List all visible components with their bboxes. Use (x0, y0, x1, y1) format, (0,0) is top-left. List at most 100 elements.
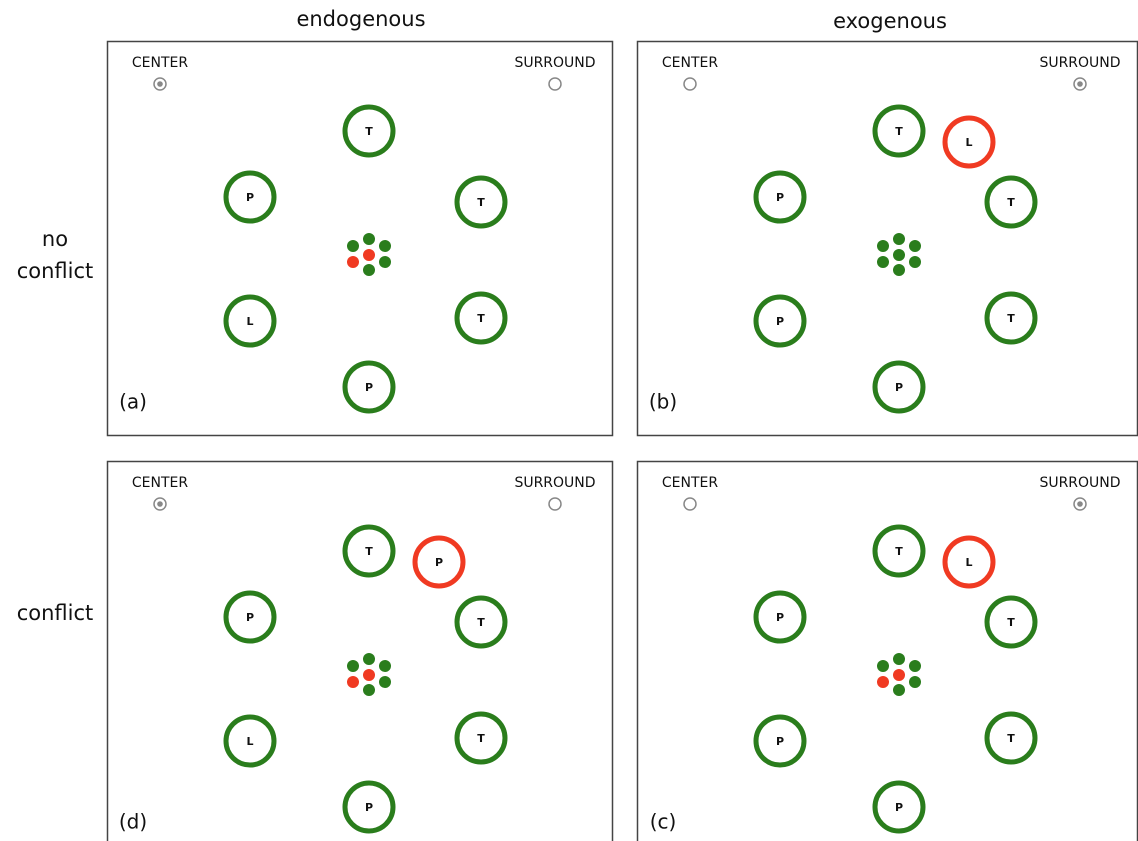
target-letter: T (477, 616, 485, 629)
target-ring (872, 104, 926, 158)
target-letter: P (776, 315, 784, 328)
target-letter: P (776, 191, 784, 204)
fixation-dot (379, 676, 391, 688)
center-label: CENTER (662, 475, 718, 491)
fixation-dot (347, 660, 359, 672)
target-ring (984, 711, 1038, 765)
panel (106, 460, 614, 841)
target-ring (342, 524, 396, 578)
radio-dot (157, 501, 163, 507)
target-letter: P (776, 611, 784, 624)
target-letter: T (1007, 312, 1015, 325)
fixation-dot (893, 669, 905, 681)
fixation-dot (379, 240, 391, 252)
target-ring (942, 115, 996, 169)
target-ring (984, 175, 1038, 229)
fixation-dot (909, 256, 921, 268)
fixation-dot (363, 653, 375, 665)
fixation-dot (379, 256, 391, 268)
fixation-dot (877, 676, 889, 688)
target-letter: T (1007, 616, 1015, 629)
target-ring (753, 170, 807, 224)
fixation-dot (877, 660, 889, 672)
fixation-dot (363, 669, 375, 681)
target-ring (223, 590, 277, 644)
radio-dot (1077, 81, 1083, 87)
target-letter: L (246, 315, 253, 328)
target-letter: P (776, 735, 784, 748)
panel (636, 460, 1138, 841)
target-ring (753, 590, 807, 644)
target-letter: T (1007, 732, 1015, 745)
target-letter: P (895, 801, 903, 814)
radio-dot (157, 81, 163, 87)
fixation-dot (363, 249, 375, 261)
target-letter: T (1007, 196, 1015, 209)
fixation-dot (893, 264, 905, 276)
row-label: conflict (17, 601, 94, 625)
target-ring (454, 595, 508, 649)
target-ring (223, 294, 277, 348)
panel-label: (c) (650, 810, 677, 834)
target-letter: L (246, 735, 253, 748)
fixation-dot (877, 240, 889, 252)
panel-label: (a) (119, 390, 147, 414)
radio-button (548, 77, 562, 91)
target-letter: T (477, 732, 485, 745)
target-letter: T (365, 125, 373, 138)
target-letter: P (435, 556, 443, 569)
fixation-dot (893, 233, 905, 245)
target-letter: P (895, 381, 903, 394)
center-label: CENTER (132, 475, 188, 491)
fixation-dot (347, 676, 359, 688)
target-ring (872, 524, 926, 578)
target-letter: P (365, 801, 373, 814)
target-ring (984, 595, 1038, 649)
target-letter: L (965, 136, 972, 149)
radio-dot (1077, 501, 1083, 507)
surround-label: SURROUND (1039, 475, 1120, 491)
target-ring (342, 780, 396, 834)
target-ring (872, 360, 926, 414)
target-ring (984, 291, 1038, 345)
target-letter: T (477, 196, 485, 209)
target-letter: L (965, 556, 972, 569)
radio-button (548, 497, 562, 511)
target-ring (342, 104, 396, 158)
fixation-dot (363, 264, 375, 276)
fixation-dot (363, 684, 375, 696)
fixation-dot (347, 240, 359, 252)
target-letter: T (895, 545, 903, 558)
target-ring (454, 291, 508, 345)
target-letter: T (477, 312, 485, 325)
surround-label: SURROUND (1039, 55, 1120, 71)
fixation-dot (893, 249, 905, 261)
target-ring (872, 780, 926, 834)
fixation-dot (909, 240, 921, 252)
fixation-dot (877, 256, 889, 268)
radio-button (683, 497, 697, 511)
target-ring (753, 714, 807, 768)
panel-label: (d) (119, 810, 147, 834)
radio-button (683, 77, 697, 91)
row-label: no (42, 227, 68, 251)
target-ring (223, 714, 277, 768)
surround-label: SURROUND (514, 475, 595, 491)
surround-label: SURROUND (514, 55, 595, 71)
target-ring (223, 170, 277, 224)
row-label: conflict (17, 259, 94, 283)
fixation-dot (909, 660, 921, 672)
target-ring (753, 294, 807, 348)
target-ring (342, 360, 396, 414)
target-ring (454, 711, 508, 765)
fixation-dot (347, 256, 359, 268)
target-letter: P (246, 191, 254, 204)
target-ring (412, 535, 466, 589)
target-ring (942, 535, 996, 589)
target-letter: P (246, 611, 254, 624)
target-letter: P (365, 381, 373, 394)
panel-label: (b) (649, 390, 677, 414)
center-label: CENTER (132, 55, 188, 71)
fixation-dot (363, 233, 375, 245)
